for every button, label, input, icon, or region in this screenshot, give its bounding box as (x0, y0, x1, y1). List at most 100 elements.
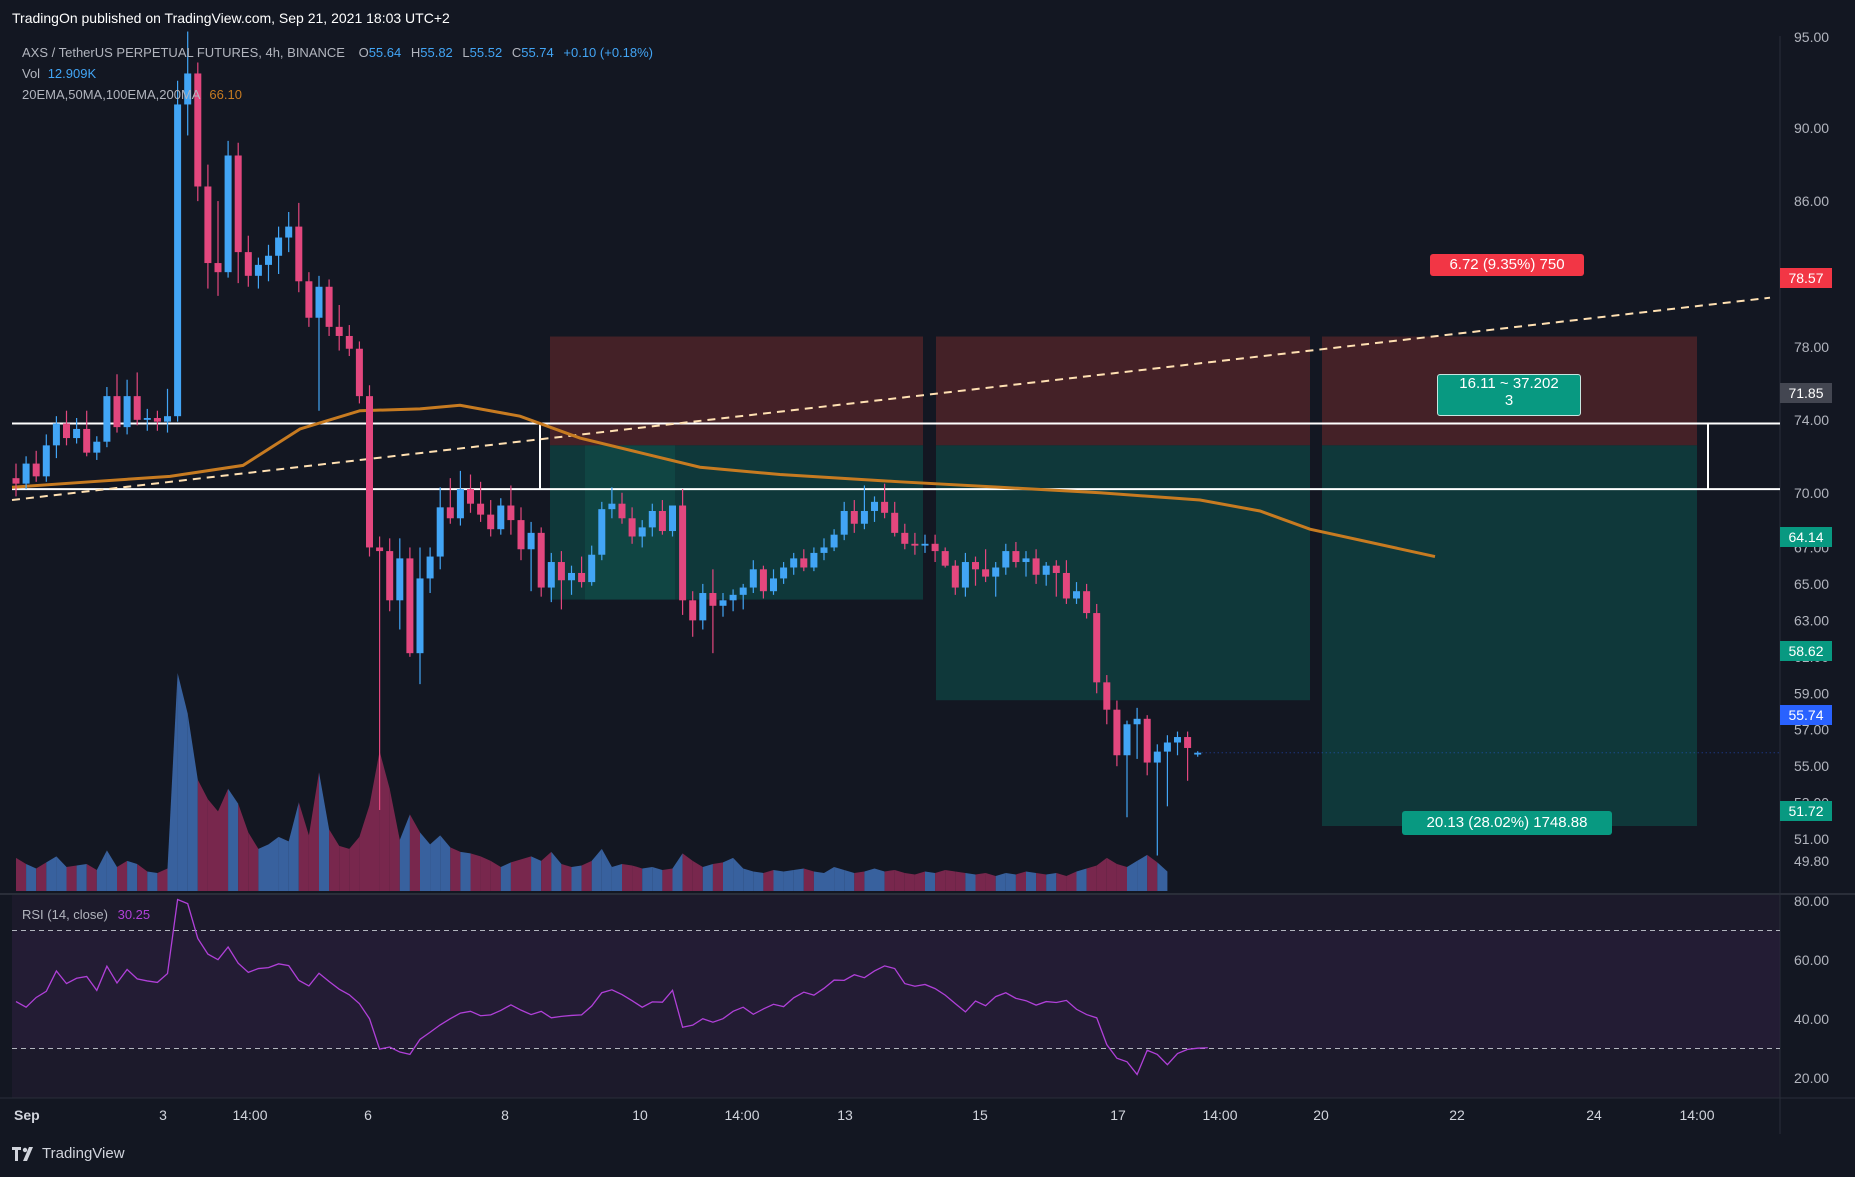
volume-area (773, 869, 784, 891)
volume-area (248, 832, 259, 891)
price-tick-label: 70.00 (1794, 485, 1829, 501)
candle-body (1012, 551, 1020, 563)
volume-area (26, 863, 37, 891)
time-tick-label: 8 (501, 1107, 509, 1123)
time-tick-label: 3 (159, 1107, 167, 1123)
volume-area (1076, 868, 1087, 891)
candle-body (22, 463, 30, 484)
volume-area (904, 872, 915, 891)
volume-area (36, 862, 47, 891)
price-tick-label: 86.00 (1794, 193, 1829, 209)
candle-body (335, 326, 343, 336)
volume-area (662, 868, 673, 891)
time-tick-label: 14:00 (232, 1107, 267, 1123)
rsi-tick-label: 60.00 (1794, 952, 1829, 968)
candle-body (446, 507, 454, 519)
candle-body (648, 510, 656, 528)
price-tick-label: 55.00 (1794, 758, 1829, 774)
time-tick-label: 15 (972, 1107, 988, 1123)
candle-body (1083, 591, 1091, 614)
price-tag-last: 55.74 (1780, 705, 1832, 725)
candle-body (477, 503, 485, 515)
moving-average-line (11, 403, 1436, 559)
candle-body (1184, 737, 1192, 748)
candle-body (800, 558, 808, 568)
low-label: L (462, 45, 470, 60)
candle-body (941, 551, 949, 566)
candle-body (881, 501, 889, 513)
open-label: O (358, 45, 369, 60)
volume-area (218, 788, 229, 891)
volume-area (66, 865, 77, 891)
price-tag-target-3: 51.72 (1780, 801, 1832, 821)
volume-area (672, 853, 683, 891)
candle-body (456, 489, 464, 519)
rsi-value: 30.25 (117, 907, 151, 922)
candle-body (901, 532, 909, 544)
time-tick-label: 22 (1449, 1107, 1465, 1123)
close-value: 55.74 (521, 45, 554, 60)
candle-body (366, 396, 373, 548)
candle-body (1022, 558, 1030, 563)
candle-body (982, 569, 990, 577)
price-tick-label: 63.00 (1794, 612, 1829, 628)
volume-area (591, 848, 602, 891)
volume-area (399, 814, 410, 891)
candle-body (436, 507, 444, 557)
price-tick-label: 49.80 (1794, 853, 1829, 869)
volume-label: Vol (22, 66, 41, 81)
volume-area (329, 829, 340, 891)
candle-body (598, 509, 606, 555)
candle-body (1133, 718, 1141, 725)
volume-area (1147, 854, 1158, 891)
volume-area (743, 868, 754, 891)
volume-area (96, 850, 107, 891)
stop-loss-label[interactable]: 6.72 (9.35%) 750 (1430, 254, 1584, 276)
candle-body (840, 510, 848, 535)
candle-body (164, 416, 171, 422)
candle-body (386, 551, 394, 601)
footer-bar: TradingView (0, 1134, 1855, 1177)
volume-area (682, 853, 693, 891)
volume-area (460, 851, 471, 891)
tradingview-logo[interactable]: TradingView (12, 1145, 125, 1162)
candle-body (285, 226, 293, 238)
candle-body (699, 593, 707, 621)
rsi-legend: RSI (14, close) 30.25 (22, 907, 150, 922)
time-tick-label: 14:00 (724, 1107, 759, 1123)
candle-body (628, 518, 636, 537)
candle-body (214, 263, 222, 273)
volume-area (925, 871, 936, 891)
candle-body (517, 520, 525, 550)
stop-zone (550, 336, 923, 446)
time-tick-label: 20 (1313, 1107, 1329, 1123)
volume-area (1066, 871, 1077, 891)
volume-area (965, 872, 976, 891)
volume-area (854, 871, 865, 891)
candle-body (921, 543, 929, 546)
open-value: 55.64 (368, 45, 402, 60)
candle-body (547, 562, 555, 588)
volume-area (440, 835, 451, 891)
candle-body (961, 562, 969, 588)
volume-area (1056, 872, 1067, 891)
candle-body (355, 348, 363, 397)
close-label: C (511, 45, 522, 60)
candle-body (780, 567, 788, 579)
candle-body (1042, 565, 1050, 575)
volume-area (137, 863, 148, 891)
candle-body (537, 532, 545, 588)
take-profit-label[interactable]: 20.13 (28.02%) 1748.88 (1402, 811, 1612, 835)
volume-area (470, 853, 481, 891)
volume-area (86, 863, 97, 891)
volume-area (874, 868, 885, 891)
candle-body (1194, 752, 1202, 755)
volume-area (308, 772, 319, 891)
range-label[interactable]: 16.11 ~ 37.202 3 (1437, 374, 1581, 416)
candle-body (588, 554, 596, 583)
volume-area (894, 869, 905, 891)
volume-area (551, 851, 562, 891)
volume-area (531, 856, 542, 891)
